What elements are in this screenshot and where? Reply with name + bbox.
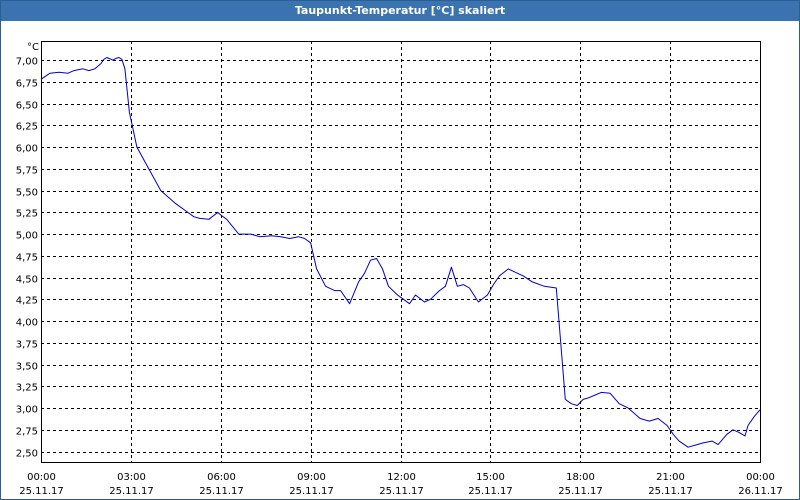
grid-lines — [41, 41, 760, 462]
x-tick-time-label: 09:00 — [297, 472, 326, 483]
x-tick-date-label: 25.11.17 — [379, 486, 424, 497]
x-tick-date-label: 25.11.17 — [558, 486, 603, 497]
y-tick-label: 5,25 — [16, 209, 38, 220]
x-tick-labels: 00:00 25.11.17 03:00 25.11.17 06:00 25.11.17 0… — [19, 472, 783, 497]
series-layer — [40, 57, 761, 448]
y-tick-label: 4,00 — [16, 318, 38, 329]
x-tick-date-label: 25.11.17 — [289, 486, 334, 497]
y-tick-label: 3,00 — [16, 405, 38, 416]
y-tick-label: 7,00 — [16, 57, 38, 68]
x-tick-time-label: 15:00 — [476, 472, 505, 483]
y-tick-label: 4,50 — [16, 275, 38, 286]
x-tick-time-label: 03:00 — [117, 472, 146, 483]
x-tick-date-label: 25.11.17 — [648, 486, 693, 497]
y-tick-label: 2,75 — [16, 427, 38, 438]
y-tick-label: 5,50 — [16, 188, 38, 199]
y-tick-label: 3,25 — [16, 383, 38, 394]
y-tick-labels: 7,00 6,75 6,50 6,25 6,00 5,75 5,50 5,25 5,00 4,75… — [16, 57, 38, 460]
series-line-dewpoint — [40, 57, 761, 448]
x-tick-date-label: 25.11.17 — [19, 486, 64, 497]
x-tick-date-label: 25.11.17 — [199, 486, 244, 497]
x-tick-time-label: 18:00 — [566, 472, 595, 483]
y-tick-label: 6,00 — [16, 144, 38, 155]
plot-area-frame — [41, 41, 761, 463]
y-tick-label: 2,50 — [16, 449, 38, 460]
x-tick-time-label: 12:00 — [387, 472, 416, 483]
x-tick-time-label: 00:00 — [27, 472, 56, 483]
x-tick-date-label: 25.11.17 — [468, 486, 513, 497]
y-tick-label: 4,25 — [16, 296, 38, 307]
y-tick-label: 6,75 — [16, 79, 38, 90]
y-tick-label: 6,25 — [16, 122, 38, 133]
y-tick-label: 6,50 — [16, 101, 38, 112]
y-tick-label: 3,75 — [16, 340, 38, 351]
y-tick-label: 4,75 — [16, 253, 38, 264]
y-tick-label: 5,00 — [16, 231, 38, 242]
x-tick-time-label: 00:00 — [746, 472, 775, 483]
y-axis-unit-label: °C — [27, 42, 39, 53]
x-tick-date-label: 26.11.17 — [738, 486, 783, 497]
y-tick-label: 3,50 — [16, 362, 38, 373]
x-tick-time-label: 06:00 — [207, 472, 236, 483]
window-title: Taupunkt-Temperatur [°C] skaliert — [1, 1, 799, 21]
x-tick-date-label: 25.11.17 — [109, 486, 154, 497]
y-tick-label: 5,75 — [16, 166, 38, 177]
x-tick-time-label: 21:00 — [656, 472, 685, 483]
